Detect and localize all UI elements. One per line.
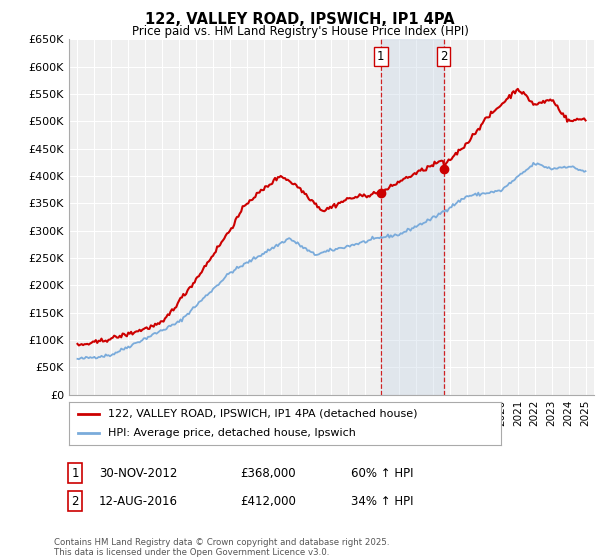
- Text: 1: 1: [377, 50, 385, 63]
- Text: Contains HM Land Registry data © Crown copyright and database right 2025.
This d: Contains HM Land Registry data © Crown c…: [54, 538, 389, 557]
- Text: 12-AUG-2016: 12-AUG-2016: [99, 494, 178, 508]
- Text: £412,000: £412,000: [240, 494, 296, 508]
- Text: 34% ↑ HPI: 34% ↑ HPI: [351, 494, 413, 508]
- Text: 2: 2: [71, 494, 79, 508]
- Text: 30-NOV-2012: 30-NOV-2012: [99, 466, 178, 480]
- Text: 1: 1: [71, 466, 79, 480]
- Text: 122, VALLEY ROAD, IPSWICH, IP1 4PA: 122, VALLEY ROAD, IPSWICH, IP1 4PA: [145, 12, 455, 27]
- Text: 2: 2: [440, 50, 448, 63]
- Text: £368,000: £368,000: [240, 466, 296, 480]
- Text: 122, VALLEY ROAD, IPSWICH, IP1 4PA (detached house): 122, VALLEY ROAD, IPSWICH, IP1 4PA (deta…: [108, 409, 418, 419]
- Text: Price paid vs. HM Land Registry's House Price Index (HPI): Price paid vs. HM Land Registry's House …: [131, 25, 469, 38]
- Bar: [381, 39, 443, 395]
- Text: HPI: Average price, detached house, Ipswich: HPI: Average price, detached house, Ipsw…: [108, 428, 356, 438]
- Text: 60% ↑ HPI: 60% ↑ HPI: [351, 466, 413, 480]
